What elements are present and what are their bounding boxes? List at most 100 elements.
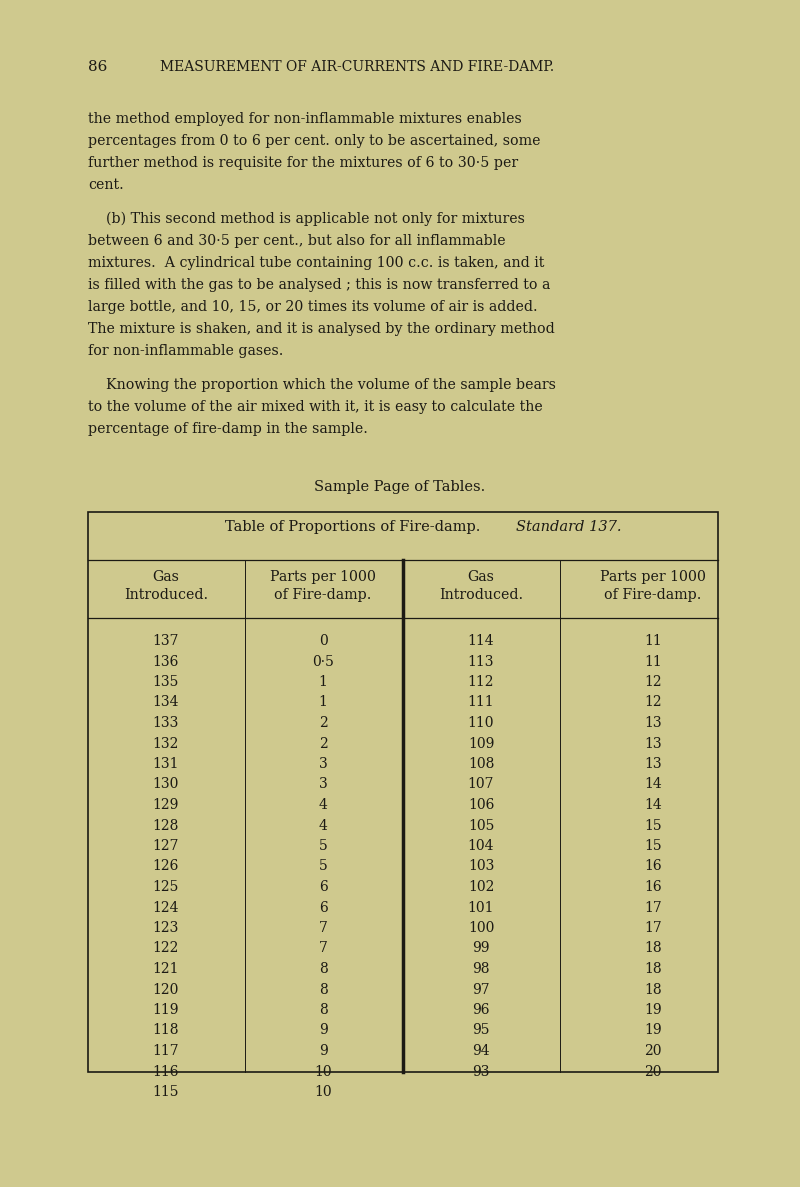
Text: 99: 99 [472, 941, 490, 956]
Text: 98: 98 [472, 961, 490, 976]
Text: percentages from 0 to 6 per cent. only to be ascertained, some: percentages from 0 to 6 per cent. only t… [88, 134, 541, 148]
Text: 5: 5 [318, 859, 327, 874]
Text: 108: 108 [468, 757, 494, 772]
Text: 110: 110 [468, 716, 494, 730]
Text: 2: 2 [318, 736, 327, 750]
Text: 102: 102 [468, 880, 494, 894]
Text: 103: 103 [468, 859, 494, 874]
Text: 120: 120 [153, 983, 179, 997]
Text: 20: 20 [644, 1045, 662, 1058]
Text: to the volume of the air mixed with it, it is easy to calculate the: to the volume of the air mixed with it, … [88, 400, 542, 414]
Text: 9: 9 [318, 1045, 327, 1058]
Text: 12: 12 [644, 696, 662, 710]
Text: Table of Proportions of Fire-damp.: Table of Proportions of Fire-damp. [225, 520, 480, 534]
Text: 6: 6 [318, 880, 327, 894]
Text: 10: 10 [314, 1065, 332, 1079]
Text: 3: 3 [318, 777, 327, 792]
Text: further method is requisite for the mixtures of 6 to 30·5 per: further method is requisite for the mixt… [88, 155, 518, 170]
Text: Standard 137.: Standard 137. [517, 520, 622, 534]
Text: 86: 86 [88, 61, 107, 74]
Text: 18: 18 [644, 983, 662, 997]
Text: for non-inflammable gases.: for non-inflammable gases. [88, 344, 283, 358]
Text: 96: 96 [472, 1003, 490, 1017]
Text: 15: 15 [644, 839, 662, 853]
Text: 118: 118 [153, 1023, 179, 1037]
Text: 9: 9 [318, 1023, 327, 1037]
Text: 0·5: 0·5 [312, 654, 334, 668]
Text: 105: 105 [468, 819, 494, 832]
Text: 14: 14 [644, 798, 662, 812]
Text: 123: 123 [153, 921, 179, 935]
Text: 135: 135 [153, 675, 179, 688]
Text: of Fire-damp.: of Fire-damp. [604, 588, 702, 602]
Text: 11: 11 [644, 654, 662, 668]
Text: large bottle, and 10, 15, or 20 times its volume of air is added.: large bottle, and 10, 15, or 20 times it… [88, 300, 538, 315]
Text: between 6 and 30·5 per cent., but also for all inflammable: between 6 and 30·5 per cent., but also f… [88, 234, 506, 248]
Text: 116: 116 [153, 1065, 179, 1079]
Text: 18: 18 [644, 941, 662, 956]
Text: 14: 14 [644, 777, 662, 792]
Text: 107: 107 [468, 777, 494, 792]
Text: cent.: cent. [88, 178, 124, 192]
Text: 106: 106 [468, 798, 494, 812]
Text: Introduced.: Introduced. [439, 588, 523, 602]
Text: 94: 94 [472, 1045, 490, 1058]
Text: of Fire-damp.: of Fire-damp. [274, 588, 372, 602]
Text: 5: 5 [318, 839, 327, 853]
Text: 8: 8 [318, 961, 327, 976]
Text: 8: 8 [318, 1003, 327, 1017]
Text: 112: 112 [468, 675, 494, 688]
Text: 125: 125 [153, 880, 179, 894]
Text: Parts per 1000: Parts per 1000 [270, 570, 376, 584]
Text: 1: 1 [318, 675, 327, 688]
Text: Sample Page of Tables.: Sample Page of Tables. [314, 480, 486, 494]
Text: 124: 124 [153, 901, 179, 914]
Text: 19: 19 [644, 1023, 662, 1037]
Text: 129: 129 [153, 798, 179, 812]
Text: 109: 109 [468, 736, 494, 750]
Text: 19: 19 [644, 1003, 662, 1017]
Text: 0: 0 [318, 634, 327, 648]
Text: 3: 3 [318, 757, 327, 772]
Text: 4: 4 [318, 798, 327, 812]
Text: 17: 17 [644, 921, 662, 935]
Text: 13: 13 [644, 716, 662, 730]
Text: 117: 117 [153, 1045, 179, 1058]
Text: 95: 95 [472, 1023, 490, 1037]
Text: 134: 134 [153, 696, 179, 710]
Text: 4: 4 [318, 819, 327, 832]
Text: 97: 97 [472, 983, 490, 997]
Text: is filled with the gas to be analysed ; this is now transferred to a: is filled with the gas to be analysed ; … [88, 278, 550, 292]
Text: 18: 18 [644, 961, 662, 976]
Text: 15: 15 [644, 819, 662, 832]
Text: Introduced.: Introduced. [124, 588, 208, 602]
Text: 133: 133 [153, 716, 179, 730]
Text: 114: 114 [468, 634, 494, 648]
Text: 10: 10 [314, 1085, 332, 1099]
Text: 132: 132 [153, 736, 179, 750]
Text: 130: 130 [153, 777, 179, 792]
Text: (b) This second method is applicable not only for mixtures: (b) This second method is applicable not… [88, 212, 525, 227]
Text: 8: 8 [318, 983, 327, 997]
Text: 136: 136 [153, 654, 179, 668]
Text: 13: 13 [644, 757, 662, 772]
Text: 7: 7 [318, 921, 327, 935]
Text: Knowing the proportion which the volume of the sample bears: Knowing the proportion which the volume … [88, 377, 556, 392]
Text: MEASUREMENT OF AIR-CURRENTS AND FIRE-DAMP.: MEASUREMENT OF AIR-CURRENTS AND FIRE-DAM… [160, 61, 554, 74]
Text: 7: 7 [318, 941, 327, 956]
Text: 111: 111 [468, 696, 494, 710]
Text: 119: 119 [153, 1003, 179, 1017]
Text: 115: 115 [153, 1085, 179, 1099]
Text: 1: 1 [318, 696, 327, 710]
Text: 121: 121 [153, 961, 179, 976]
Text: 104: 104 [468, 839, 494, 853]
Text: 101: 101 [468, 901, 494, 914]
Text: 17: 17 [644, 901, 662, 914]
Text: the method employed for non-inflammable mixtures enables: the method employed for non-inflammable … [88, 112, 522, 126]
Text: 100: 100 [468, 921, 494, 935]
Text: Gas: Gas [153, 570, 179, 584]
Text: Gas: Gas [467, 570, 494, 584]
Bar [88, 512, 718, 1072]
Text: 126: 126 [153, 859, 179, 874]
Text: 137: 137 [153, 634, 179, 648]
